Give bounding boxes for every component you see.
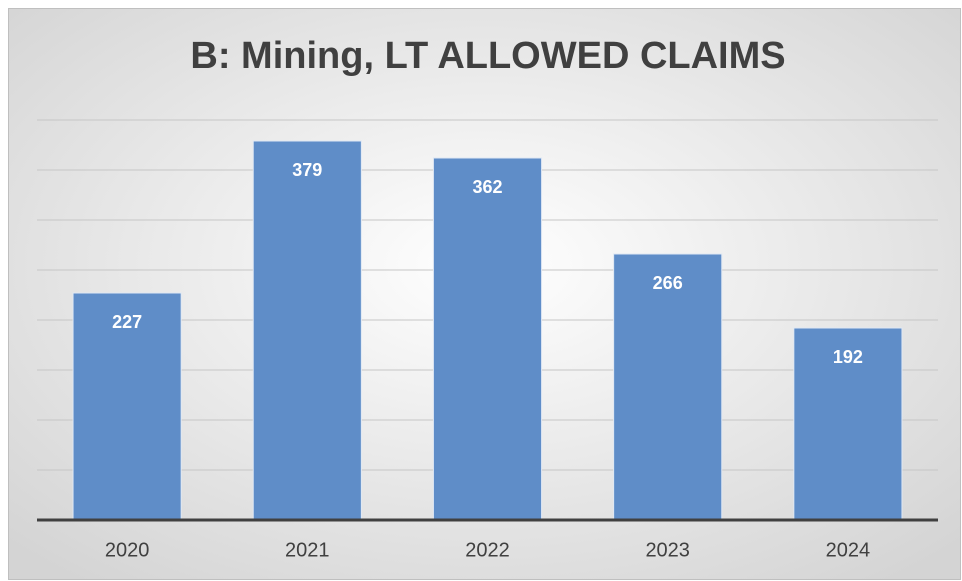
data-label: 362 <box>472 177 502 197</box>
x-tick-label: 2024 <box>826 539 871 561</box>
x-tick-label: 2022 <box>465 539 510 561</box>
chart-title: B: Mining, LT ALLOWED CLAIMS <box>190 35 785 77</box>
x-tick-label: 2021 <box>285 539 330 561</box>
bar <box>613 253 723 521</box>
data-label: 266 <box>653 273 683 293</box>
bar <box>252 140 362 521</box>
x-tick-label: 2020 <box>105 539 150 561</box>
data-label: 379 <box>292 160 322 180</box>
plot-area: 2020 227 2021 379 2022 362 2023 266 2024 192 <box>37 119 938 561</box>
bar <box>432 157 543 521</box>
data-label: 192 <box>833 347 863 367</box>
bar <box>72 292 182 521</box>
bar <box>793 327 903 521</box>
x-tick-label: 2023 <box>645 539 690 561</box>
data-label: 227 <box>112 312 142 332</box>
